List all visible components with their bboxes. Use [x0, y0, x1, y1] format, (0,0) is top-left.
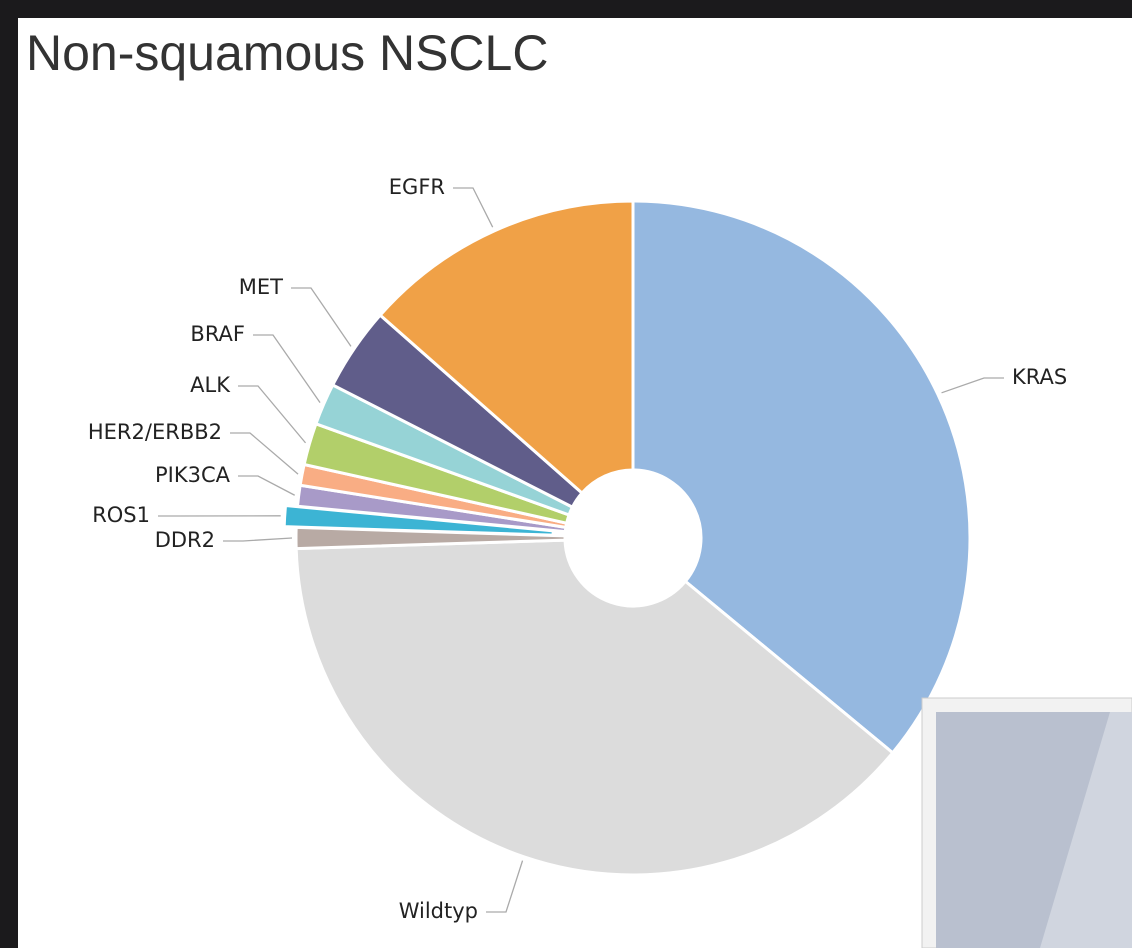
- slice-label: KRAS: [1012, 365, 1067, 389]
- slice-label: ALK: [190, 373, 231, 397]
- slice: [378, 199, 635, 496]
- leader-line: [291, 287, 352, 347]
- slice-label: EGFR: [389, 175, 445, 199]
- leader-line: [453, 187, 494, 228]
- slice: [294, 525, 567, 551]
- slice-label: PIK3CA: [155, 463, 231, 487]
- slice-label: BRAF: [190, 322, 245, 346]
- slice: [294, 538, 895, 877]
- slice: [631, 199, 972, 755]
- photo-overlay: [921, 697, 1132, 948]
- leader-line: [238, 475, 295, 496]
- leader-line: [486, 860, 524, 913]
- slice-label: DDR2: [155, 528, 215, 552]
- leader-line: [223, 537, 293, 542]
- leader-line: [230, 432, 299, 475]
- leader-line: [253, 334, 321, 403]
- slice-label: HER2/ERBB2: [88, 420, 222, 444]
- slice-label: Wildtyp: [399, 899, 478, 923]
- slice-label: ROS1: [92, 503, 150, 527]
- leader-line: [941, 377, 1004, 394]
- slice-label: MET: [239, 275, 283, 299]
- chart-title: Non-squamous NSCLC: [26, 25, 548, 81]
- leader-line: [238, 385, 307, 444]
